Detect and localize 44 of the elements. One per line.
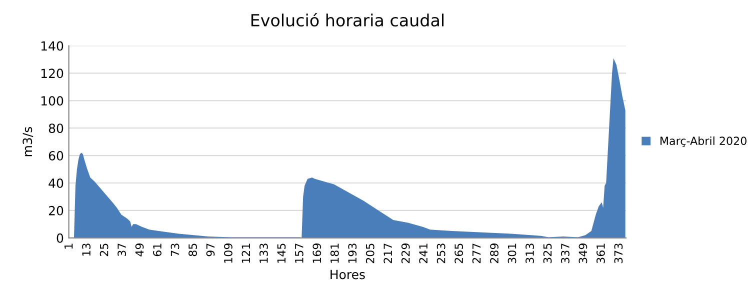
x-tick-label: 25 — [100, 244, 108, 256]
x-tick-label: 1 — [64, 244, 73, 249]
x-tick-label: 145 — [277, 244, 286, 263]
chart-title: Evolució horaria caudal — [251, 12, 444, 27]
x-tick-label: 73 — [170, 244, 180, 256]
x-tick-label: 217 — [384, 244, 392, 264]
x-tick-label: 109 — [224, 244, 232, 263]
y-tick-label: 80 — [48, 124, 64, 134]
x-tick-label: 277 — [472, 244, 481, 264]
x-axis-title: Hores — [330, 270, 365, 280]
x-tick-label: 49 — [135, 244, 144, 256]
x-tick-label: 205 — [366, 244, 374, 264]
x-tick-label: 121 — [242, 244, 250, 263]
y-axis-title: m3/s — [22, 127, 34, 156]
x-tick-label: 133 — [259, 244, 268, 263]
x-tick-label: 313 — [526, 244, 534, 264]
y-tick-label: 40 — [48, 178, 64, 188]
x-tick-label: 289 — [490, 244, 498, 264]
x-tick-label: 37 — [118, 244, 126, 256]
x-tick-label: 325 — [543, 244, 552, 264]
x-tick-label: 241 — [419, 244, 428, 264]
x-tick-label: 265 — [454, 244, 464, 264]
x-tick-label: 301 — [508, 244, 516, 264]
x-tick-label: 157 — [295, 244, 304, 263]
y-tick-label: 60 — [48, 151, 64, 160]
x-tick-label: 349 — [578, 244, 588, 264]
x-tick-label: 229 — [401, 244, 410, 264]
x-tick-label: 253 — [436, 244, 446, 264]
x-tick-label: 13 — [82, 244, 91, 256]
y-tick-label: 0 — [56, 233, 64, 243]
x-tick-label: 61 — [153, 244, 162, 256]
x-tick-label: 373 — [614, 244, 623, 264]
x-tick-label: 97 — [206, 244, 215, 256]
y-tick-label: 20 — [48, 206, 64, 216]
x-tick-label: 193 — [348, 244, 357, 263]
legend-label: Març-Abril 2020 — [660, 136, 746, 148]
x-tick-label: 169 — [312, 244, 322, 263]
x-tick-label: 337 — [561, 244, 570, 264]
y-tick-label: 100 — [41, 96, 64, 106]
y-tick-label: 140 — [41, 41, 64, 51]
x-tick-label: 361 — [596, 244, 605, 264]
y-tick-label: 120 — [41, 68, 64, 78]
x-tick-label: 181 — [330, 244, 339, 263]
x-tick-label: 85 — [188, 244, 197, 256]
